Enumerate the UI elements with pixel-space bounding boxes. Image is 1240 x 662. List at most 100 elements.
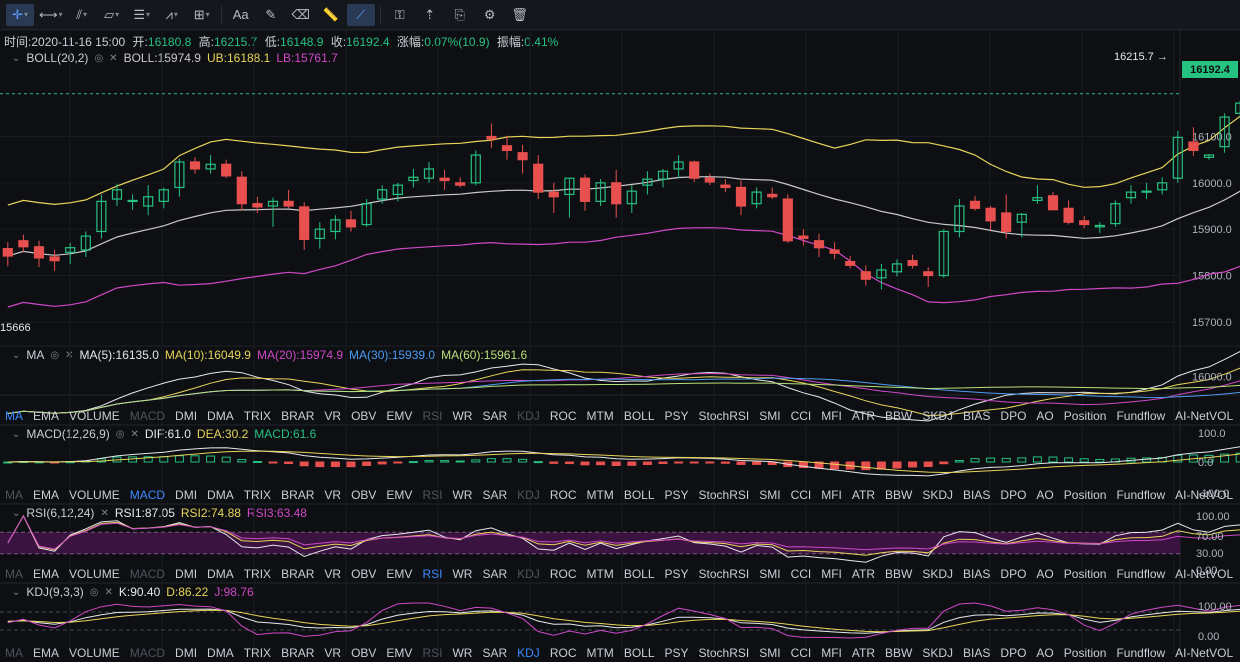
tab-vr[interactable]: VR xyxy=(324,646,342,660)
tab-emv[interactable]: EMV xyxy=(386,409,413,423)
tab-atr[interactable]: ATR xyxy=(851,567,876,581)
tab-smi[interactable]: SMI xyxy=(759,567,781,581)
tab-mtm[interactable]: MTM xyxy=(586,409,614,423)
tab-ma[interactable]: MA xyxy=(5,488,23,502)
tab-smi[interactable]: SMI xyxy=(759,646,781,660)
tab-brar[interactable]: BRAR xyxy=(281,488,315,502)
tab-ao[interactable]: AO xyxy=(1036,567,1054,581)
tab-ao[interactable]: AO xyxy=(1036,409,1054,423)
tab-volume[interactable]: VOLUME xyxy=(69,646,120,660)
tab-emv[interactable]: EMV xyxy=(386,646,413,660)
tab-wr[interactable]: WR xyxy=(452,567,473,581)
tab-wr[interactable]: WR xyxy=(452,646,473,660)
settings-icon[interactable]: ◎ xyxy=(115,428,125,440)
tab-mfi[interactable]: MFI xyxy=(821,409,842,423)
tab-kdj[interactable]: KDJ xyxy=(517,567,540,581)
tab-psy[interactable]: PSY xyxy=(664,409,689,423)
tab-dmi[interactable]: DMI xyxy=(175,646,198,660)
tab-boll[interactable]: BOLL xyxy=(623,488,655,502)
tab-ai-netvol[interactable]: AI-NetVOL xyxy=(1175,488,1234,502)
tab-sar[interactable]: SAR xyxy=(482,567,508,581)
tab-ma[interactable]: MA xyxy=(5,567,23,581)
tab-smi[interactable]: SMI xyxy=(759,488,781,502)
tab-wr[interactable]: WR xyxy=(452,409,473,423)
ruler-icon[interactable]: 📏 xyxy=(322,6,339,22)
close-icon[interactable]: ✕ xyxy=(109,52,118,64)
tab-cci[interactable]: CCI xyxy=(790,488,812,502)
tab-bbw[interactable]: BBW xyxy=(885,488,913,502)
tab-kdj[interactable]: KDJ xyxy=(517,646,540,660)
tab-trix[interactable]: TRIX xyxy=(243,409,272,423)
tab-bbw[interactable]: BBW xyxy=(885,567,913,581)
brush-icon[interactable]: ✎ xyxy=(265,6,277,22)
tab-macd[interactable]: MACD xyxy=(129,488,166,502)
collapse-icon[interactable]: ⌄ xyxy=(12,586,21,598)
tab-wr[interactable]: WR xyxy=(452,488,473,502)
tab-roc[interactable]: ROC xyxy=(549,488,577,502)
collapse-icon[interactable]: ⌄ xyxy=(12,428,21,440)
tab-skdj[interactable]: SKDJ xyxy=(922,567,954,581)
tab-obv[interactable]: OBV xyxy=(351,488,377,502)
tab-sar[interactable]: SAR xyxy=(482,646,508,660)
tab-dmi[interactable]: DMI xyxy=(175,488,198,502)
tab-fundflow[interactable]: Fundflow xyxy=(1116,409,1166,423)
tab-ema[interactable]: EMA xyxy=(33,409,60,423)
tab-bbw[interactable]: BBW xyxy=(885,409,913,423)
tab-dpo[interactable]: DPO xyxy=(1000,409,1027,423)
tab-brar[interactable]: BRAR xyxy=(281,567,315,581)
tab-ao[interactable]: AO xyxy=(1036,646,1054,660)
tab-position[interactable]: Position xyxy=(1063,646,1107,660)
tab-mfi[interactable]: MFI xyxy=(821,567,842,581)
tab-obv[interactable]: OBV xyxy=(351,646,377,660)
settings-icon[interactable]: ◎ xyxy=(50,349,60,361)
tab-dma[interactable]: DMA xyxy=(207,409,234,423)
tab-ma[interactable]: MA xyxy=(5,646,23,660)
tab-stochrsi[interactable]: StochRSI xyxy=(698,409,750,423)
tab-bias[interactable]: BIAS xyxy=(963,488,991,502)
tab-dpo[interactable]: DPO xyxy=(1000,488,1027,502)
tab-vr[interactable]: VR xyxy=(324,567,342,581)
chevron-down-icon[interactable]: ▾ xyxy=(205,10,210,19)
tab-dma[interactable]: DMA xyxy=(207,646,234,660)
tab-psy[interactable]: PSY xyxy=(664,646,689,660)
tab-bias[interactable]: BIAS xyxy=(963,409,991,423)
tab-ema[interactable]: EMA xyxy=(33,646,60,660)
tab-macd[interactable]: MACD xyxy=(129,409,166,423)
tab-rsi[interactable]: RSI xyxy=(422,488,443,502)
tab-mtm[interactable]: MTM xyxy=(586,646,614,660)
tab-mfi[interactable]: MFI xyxy=(821,488,842,502)
tab-boll[interactable]: BOLL xyxy=(623,567,655,581)
tab-roc[interactable]: ROC xyxy=(549,409,577,423)
tab-kdj[interactable]: KDJ xyxy=(517,409,540,423)
tab-ema[interactable]: EMA xyxy=(33,488,60,502)
tab-fundflow[interactable]: Fundflow xyxy=(1116,646,1166,660)
tab-position[interactable]: Position xyxy=(1063,409,1107,423)
tab-kdj[interactable]: KDJ xyxy=(517,488,540,502)
close-icon[interactable]: ✕ xyxy=(130,428,139,440)
tab-ai-netvol[interactable]: AI-NetVOL xyxy=(1175,409,1234,423)
tab-rsi[interactable]: RSI xyxy=(422,646,443,660)
collapse-icon[interactable]: ⌄ xyxy=(12,349,21,361)
visibility-icon[interactable]: ⇡ xyxy=(424,6,436,22)
tab-dpo[interactable]: DPO xyxy=(1000,567,1027,581)
tab-brar[interactable]: BRAR xyxy=(281,409,315,423)
tab-cci[interactable]: CCI xyxy=(790,409,812,423)
tab-smi[interactable]: SMI xyxy=(759,409,781,423)
tab-bbw[interactable]: BBW xyxy=(885,646,913,660)
chevron-down-icon[interactable]: ▾ xyxy=(23,10,28,19)
tab-roc[interactable]: ROC xyxy=(549,646,577,660)
tab-mfi[interactable]: MFI xyxy=(821,646,842,660)
tab-ma[interactable]: MA xyxy=(5,409,23,423)
collapse-icon[interactable]: ⌄ xyxy=(12,507,21,519)
tab-dma[interactable]: DMA xyxy=(207,567,234,581)
tab-vr[interactable]: VR xyxy=(324,488,342,502)
tab-trix[interactable]: TRIX xyxy=(243,646,272,660)
tab-bias[interactable]: BIAS xyxy=(963,646,991,660)
tab-trix[interactable]: TRIX xyxy=(243,567,272,581)
horizontal-line-icon[interactable]: ⟷ ▾ xyxy=(39,6,63,22)
tab-macd[interactable]: MACD xyxy=(129,567,166,581)
tab-cci[interactable]: CCI xyxy=(790,567,812,581)
shape-icon[interactable]: ▱ ▾ xyxy=(104,6,120,22)
delete-icon[interactable]: 🗑 xyxy=(511,6,528,22)
